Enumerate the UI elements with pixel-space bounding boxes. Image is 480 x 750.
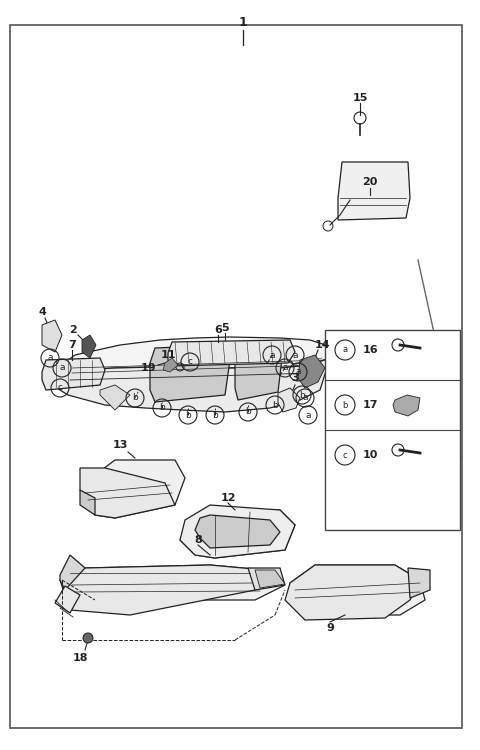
- Text: 18: 18: [72, 653, 88, 663]
- Polygon shape: [408, 568, 430, 598]
- Circle shape: [83, 633, 93, 643]
- Text: 10: 10: [362, 450, 378, 460]
- Text: b: b: [299, 391, 305, 400]
- Polygon shape: [42, 358, 105, 390]
- Text: a: a: [47, 353, 53, 362]
- Polygon shape: [42, 320, 62, 352]
- Text: a: a: [302, 394, 308, 403]
- Polygon shape: [55, 337, 335, 375]
- Polygon shape: [180, 510, 295, 558]
- Polygon shape: [52, 358, 330, 412]
- Polygon shape: [85, 460, 185, 518]
- Text: b: b: [212, 410, 218, 419]
- Polygon shape: [285, 565, 420, 620]
- Polygon shape: [80, 490, 95, 515]
- Text: 2: 2: [69, 325, 77, 335]
- Polygon shape: [55, 586, 80, 613]
- Text: 1: 1: [239, 16, 247, 28]
- Text: 7: 7: [68, 340, 76, 350]
- Text: 17: 17: [362, 400, 378, 410]
- Polygon shape: [168, 340, 295, 366]
- Polygon shape: [82, 335, 96, 358]
- Text: 6: 6: [214, 325, 222, 335]
- Polygon shape: [60, 565, 285, 600]
- Polygon shape: [235, 344, 282, 400]
- Text: 4: 4: [38, 307, 46, 317]
- Polygon shape: [100, 385, 130, 410]
- Text: a: a: [295, 368, 301, 376]
- Polygon shape: [298, 355, 325, 388]
- Text: a: a: [305, 410, 311, 419]
- Text: c: c: [343, 451, 348, 460]
- Text: a: a: [269, 350, 275, 359]
- Polygon shape: [60, 555, 85, 590]
- Polygon shape: [338, 162, 410, 220]
- Text: b: b: [342, 400, 348, 410]
- Polygon shape: [278, 388, 300, 412]
- Text: 3: 3: [291, 373, 299, 383]
- Text: b: b: [132, 394, 138, 403]
- Text: 19: 19: [140, 363, 156, 373]
- Text: b: b: [272, 400, 278, 410]
- Text: 8: 8: [194, 535, 202, 545]
- Text: b: b: [185, 410, 191, 419]
- Polygon shape: [195, 515, 280, 548]
- Text: c: c: [58, 383, 62, 392]
- Text: a: a: [292, 350, 298, 359]
- Text: 12: 12: [220, 493, 236, 503]
- Text: a: a: [282, 364, 288, 373]
- Polygon shape: [163, 358, 178, 372]
- Polygon shape: [180, 505, 295, 558]
- Polygon shape: [393, 395, 420, 416]
- Text: b: b: [159, 404, 165, 412]
- Text: 20: 20: [362, 177, 378, 187]
- Polygon shape: [248, 568, 285, 590]
- Text: 16: 16: [362, 345, 378, 355]
- Polygon shape: [290, 565, 425, 615]
- Text: 5: 5: [221, 323, 229, 333]
- Text: 15: 15: [352, 93, 368, 103]
- Text: b: b: [245, 407, 251, 416]
- Text: a: a: [59, 364, 65, 373]
- Polygon shape: [80, 468, 175, 518]
- Polygon shape: [150, 345, 230, 402]
- Text: 13: 13: [112, 440, 128, 450]
- Text: c: c: [188, 358, 192, 367]
- Polygon shape: [255, 570, 285, 588]
- Polygon shape: [60, 565, 265, 615]
- Text: 11: 11: [160, 350, 176, 360]
- Bar: [325, 330, 460, 530]
- Text: a: a: [342, 346, 348, 355]
- Text: 14: 14: [314, 340, 330, 350]
- Text: 9: 9: [326, 623, 334, 633]
